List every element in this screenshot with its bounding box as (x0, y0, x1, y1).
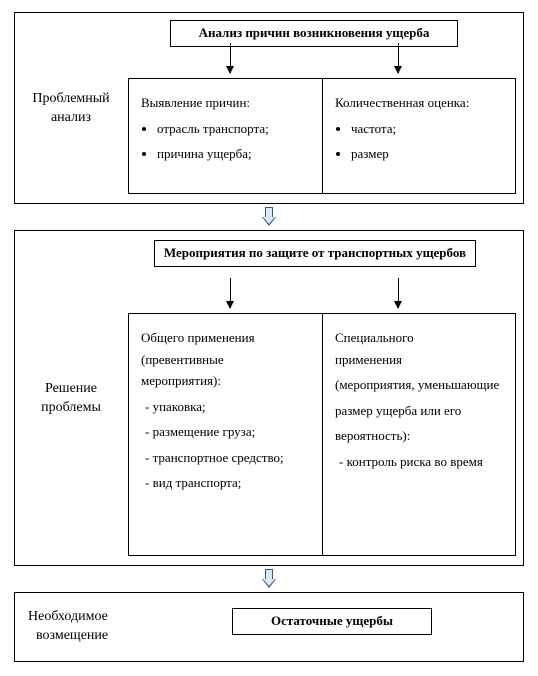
section2-title-box: Мероприятия по защите от транспортных ущ… (154, 240, 476, 267)
section1-arrow-left (230, 43, 231, 73)
section2-arrow-left (230, 278, 231, 308)
section1-left-b2: причина ущерба; (157, 144, 312, 164)
section1-label-l1: Проблемный (32, 91, 109, 106)
section2-left-h1: Общего применения (141, 328, 312, 348)
section2-left-list: упаковка; размещение груза; транспортное… (141, 397, 312, 493)
section2-side-label: Решение проблемы (22, 380, 120, 418)
section2-left-h2: (превентивные (141, 350, 312, 370)
block-arrow-2 (262, 569, 276, 588)
section2-col-left: Общего применения (превентивные мероприя… (129, 314, 322, 555)
section2-arrow-right (398, 278, 399, 308)
section2-col-right: Специального применения (мероприятия, ум… (322, 314, 515, 555)
section1-left-head: Выявление причин: (141, 93, 312, 113)
section2-columns: Общего применения (превентивные мероприя… (128, 313, 516, 556)
section2-label-l2: проблемы (41, 400, 101, 415)
section2-title: Мероприятия по защите от транспортных ущ… (164, 245, 466, 260)
section2-right-d1: контроль риска во время (339, 452, 505, 472)
section2-left-d3: транспортное средство; (145, 448, 312, 468)
section1-right-list: частота; размер (335, 119, 505, 164)
section1-arrow-right (398, 43, 399, 73)
section2-right-p1: (мероприятия, уменьшающие (335, 375, 505, 395)
section2-left-d2: размещение груза; (145, 422, 312, 442)
section2-right-list: контроль риска во время (335, 452, 505, 472)
section3-label-l2: возмещение (28, 628, 108, 643)
section3-title-box: Остаточные ущербы (232, 608, 432, 635)
section1-col-right: Количественная оценка: частота; размер (322, 79, 515, 193)
section2-left-d1: упаковка; (145, 397, 312, 417)
section1-side-label: Проблемный анализ (18, 90, 124, 128)
section2-left-d4: вид транспорта; (145, 473, 312, 493)
section1-right-b1: частота; (351, 119, 505, 139)
section1-left-list: отрасль транспорта; причина ущерба; (141, 119, 312, 164)
section1-right-head: Количественная оценка: (335, 93, 505, 113)
section2-left-h3: мероприятия): (141, 371, 312, 391)
section3-title: Остаточные ущербы (271, 613, 393, 628)
section1-left-b1: отрасль транспорта; (157, 119, 312, 139)
section2-right-p3: вероятность): (335, 426, 505, 446)
section2-right-h2: применения (335, 350, 505, 370)
section2-label-l1: Решение (45, 381, 97, 396)
section2-right-p2: размер ущерба или его (335, 401, 505, 421)
diagram-canvas: Проблемный анализ Анализ причин возникно… (0, 0, 538, 676)
section1-columns: Выявление причин: отрасль транспорта; пр… (128, 78, 516, 194)
section2-right-h1: Специального (335, 328, 505, 348)
block-arrow-1 (262, 207, 276, 226)
section1-col-left: Выявление причин: отрасль транспорта; пр… (129, 79, 322, 193)
section1-label-l2: анализ (51, 110, 91, 125)
section1-title: Анализ причин возникновения ущерба (199, 25, 430, 40)
section3-label-l1: Необходимое (28, 609, 108, 624)
section1-right-b2: размер (351, 144, 505, 164)
section1-title-box: Анализ причин возникновения ущерба (170, 20, 458, 47)
section3-side-label: Необходимое возмещение (28, 608, 168, 646)
